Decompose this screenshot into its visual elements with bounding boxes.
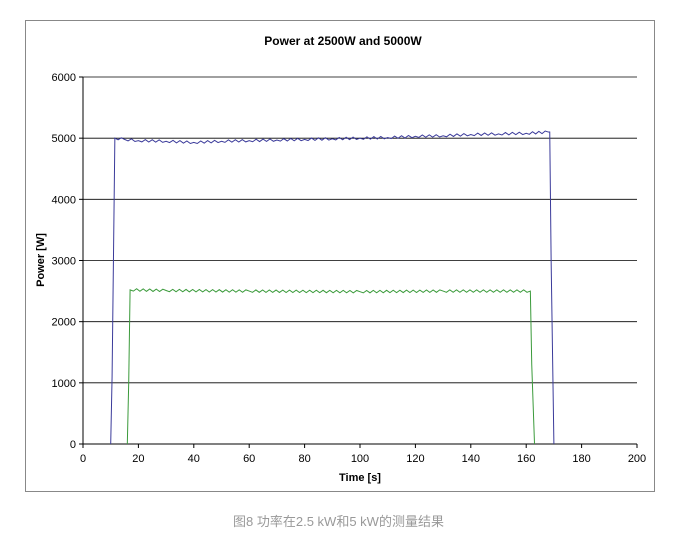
x-tick-label: 180 [572, 453, 590, 465]
power-chart: Power at 2500W and 5000W Time [s] Power … [35, 34, 646, 484]
series-line-2500W [126, 288, 536, 445]
x-tick-label: 20 [132, 453, 144, 465]
y-tick-label: 0 [70, 439, 76, 451]
x-tick-label: 100 [351, 453, 369, 465]
x-tick-label: 60 [243, 453, 255, 465]
y-tick-label: 3000 [52, 256, 76, 268]
x-tick-label: 140 [462, 453, 480, 465]
y-tick-label: 4000 [52, 194, 76, 206]
x-tick-label: 120 [406, 453, 424, 465]
y-tick-label: 1000 [52, 378, 76, 390]
series-line-5000W [110, 130, 555, 445]
x-tick-label: 80 [298, 453, 310, 465]
y-tick-label: 5000 [52, 133, 76, 145]
chart-title: Power at 2500W and 5000W [264, 34, 422, 48]
y-axis-label: Power [W] [35, 233, 47, 287]
figure-caption: 图8 功率在2.5 kW和5 kW的测量结果 [233, 514, 444, 529]
x-tick-label: 160 [517, 453, 535, 465]
chart-frame [25, 20, 655, 492]
y-tick-label: 6000 [52, 72, 76, 84]
x-tick-label: 200 [628, 453, 646, 465]
y-tick-label: 2000 [52, 317, 76, 329]
x-axis-label: Time [s] [339, 472, 381, 484]
x-tick-label: 0 [80, 453, 86, 465]
x-tick-label: 40 [188, 453, 200, 465]
